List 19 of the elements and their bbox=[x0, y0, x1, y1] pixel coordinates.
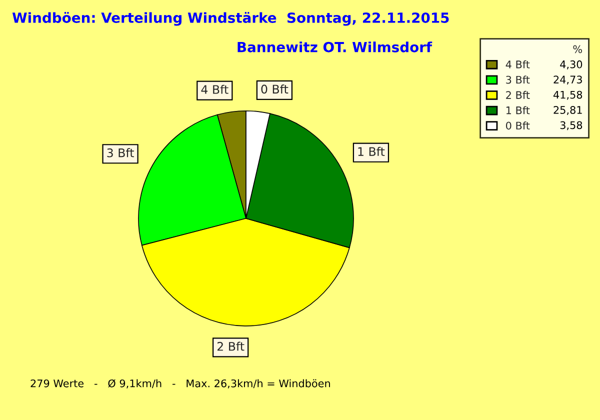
data-label: 4,30 bbox=[560, 60, 582, 70]
legend-label: 0 Bft bbox=[506, 122, 530, 130]
slice-label: 1 Bft bbox=[358, 146, 385, 156]
legend-label: 2 Bft bbox=[506, 90, 530, 99]
chart-title: Windböen: Verteilung Windstärke Sonntag, 22.11.2015 bbox=[12, 12, 449, 26]
data-label: 41,58 bbox=[553, 90, 582, 100]
slice-label: 3 Bft bbox=[107, 148, 134, 158]
data-label: 3,58 bbox=[560, 121, 582, 130]
legend-title: % bbox=[573, 45, 582, 54]
slice-label: 0 Bft bbox=[261, 84, 288, 94]
legend-label: 4 Bft bbox=[506, 60, 530, 68]
legend-label: 3 Bft bbox=[506, 76, 530, 84]
data-label: 25,81 bbox=[554, 106, 582, 115]
text: 279 Werte - Ø 9,1km/h - Max. 26,3km/h = Windböen bbox=[30, 379, 330, 388]
slice-label: 4 Bft bbox=[201, 84, 228, 94]
slice-label: 2 Bft bbox=[217, 342, 244, 351]
data-label: 24,73 bbox=[554, 76, 582, 85]
legend-label: 1 Bft bbox=[506, 106, 530, 114]
chart-subtitle: Bannewitz OT. Wilmsdorf bbox=[238, 42, 432, 52]
